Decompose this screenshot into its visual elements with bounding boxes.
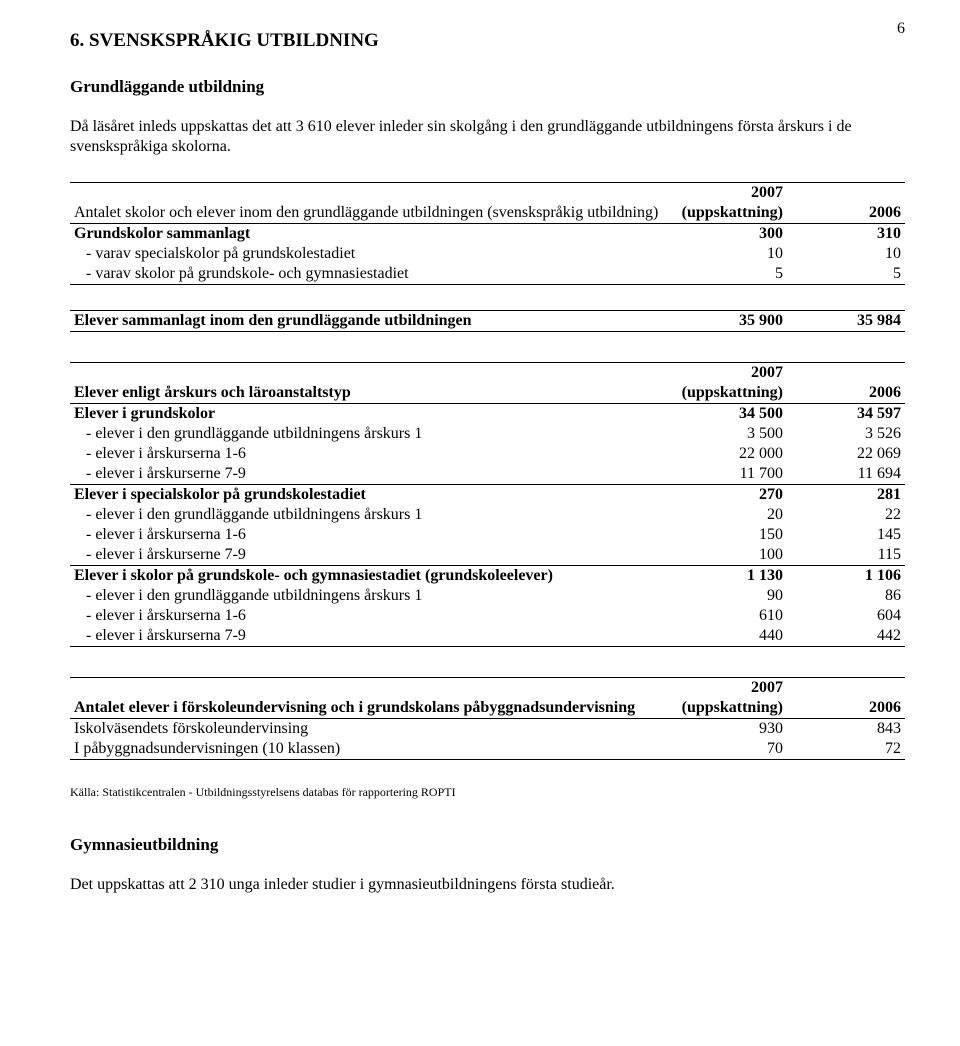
col-2007: 2007 (669, 183, 787, 204)
table-cell: 604 (787, 606, 905, 626)
table-cell: 72 (787, 739, 905, 760)
group-header-label: Elever i grundskolor (70, 404, 669, 425)
table-row-label: Iskolväsendets förskoleundervinsing (70, 719, 669, 740)
table-cell: 310 (787, 224, 905, 245)
source-note: Källa: Statistikcentralen - Utbildningss… (70, 785, 905, 800)
table-cell: 11 694 (787, 464, 905, 485)
col-2007: 2007 (669, 678, 787, 699)
t3-header-label: Antalet elever i förskoleundervisning oc… (70, 698, 669, 719)
table-row-label: I påbyggnadsundervisningen (10 klassen) (70, 739, 669, 760)
table-cell: 300 (669, 224, 787, 245)
table-row-label: - varav skolor på grundskole- och gymnas… (70, 264, 669, 285)
col-2007: 2007 (669, 363, 787, 384)
table-cell: 5 (787, 264, 905, 285)
table-cell: 22 000 (669, 444, 787, 464)
table-cell: 90 (669, 586, 787, 606)
table-cell: 5 (669, 264, 787, 285)
table-elever-arskurs: 2007Elever enligt årskurs och läroanstal… (70, 362, 905, 647)
t1-header-label: Antalet skolor och elever inom den grund… (70, 203, 669, 224)
col-uppskattning: (uppskattning) (669, 203, 787, 224)
table-row-label: - elever i årskurserne 7-9 (70, 464, 669, 485)
table-row-label: - elever i årskurserna 1-6 (70, 606, 669, 626)
col-2006: 2006 (787, 383, 905, 404)
page-number: 6 (897, 20, 905, 38)
table-cell: 3 500 (669, 424, 787, 444)
table-cell: 10 (669, 244, 787, 264)
col-2006: 2006 (787, 698, 905, 719)
table-cell: 22 069 (787, 444, 905, 464)
col-uppskattning: (uppskattning) (669, 698, 787, 719)
table-cell: 440 (669, 626, 787, 647)
table-cell: 930 (669, 719, 787, 740)
table-cell: 11 700 (669, 464, 787, 485)
table-cell: 34 500 (669, 404, 787, 425)
table-cell: 100 (669, 545, 787, 566)
total-v2: 35 984 (787, 311, 905, 332)
table-cell: 86 (787, 586, 905, 606)
table-cell: 1 130 (669, 566, 787, 587)
table-cell: 115 (787, 545, 905, 566)
table-row-label: - elever i årskurserna 1-6 (70, 525, 669, 545)
table-row-label: - elever i den grundläggande utbildninge… (70, 424, 669, 444)
col-2006: 2006 (787, 203, 905, 224)
table-cell: 442 (787, 626, 905, 647)
subheading-gymnasie: Gymnasieutbildning (70, 835, 905, 855)
total-v1: 35 900 (669, 311, 787, 332)
table-cell: 20 (669, 505, 787, 525)
table-cell: 145 (787, 525, 905, 545)
table-cell: 281 (787, 485, 905, 506)
table-cell: 70 (669, 739, 787, 760)
table-cell: 150 (669, 525, 787, 545)
table-row-label: - elever i den grundläggande utbildninge… (70, 586, 669, 606)
table-row-label: - elever i årskurserna 7-9 (70, 626, 669, 647)
table-cell: 22 (787, 505, 905, 525)
table-cell: 610 (669, 606, 787, 626)
table-row-label: - elever i årskurserna 1-6 (70, 444, 669, 464)
subheading-grundlaggande: Grundläggande utbildning (70, 77, 905, 97)
total-label: Elever sammanlagt inom den grundläggande… (70, 311, 669, 332)
table-forskole: 2007Antalet elever i förskoleundervisnin… (70, 677, 905, 760)
table-cell: 3 526 (787, 424, 905, 444)
table-cell: 270 (669, 485, 787, 506)
table-total-elever: Elever sammanlagt inom den grundläggande… (70, 310, 905, 332)
table-row-label: - varav specialskolor på grundskolestadi… (70, 244, 669, 264)
col-uppskattning: (uppskattning) (669, 383, 787, 404)
group-header-label: Elever i specialskolor på grundskolestad… (70, 485, 669, 506)
t2-header-label: Elever enligt årskurs och läroanstaltsty… (70, 383, 669, 404)
closing-paragraph: Det uppskattas att 2 310 unga inleder st… (70, 875, 905, 895)
table-cell: 34 597 (787, 404, 905, 425)
table-cell: 843 (787, 719, 905, 740)
table-row-label: - elever i den grundläggande utbildninge… (70, 505, 669, 525)
group-header-label: Elever i skolor på grundskole- och gymna… (70, 566, 669, 587)
table-skolor: 2007Antalet skolor och elever inom den g… (70, 182, 905, 285)
intro-paragraph: Då läsåret inleds uppskattas det att 3 6… (70, 117, 905, 157)
table-row-label: Grundskolor sammanlagt (70, 224, 669, 245)
table-row-label: - elever i årskurserne 7-9 (70, 545, 669, 566)
table-cell: 10 (787, 244, 905, 264)
section-title: 6. SVENSKSPRÅKIG UTBILDNING (70, 30, 905, 52)
page: 6 6. SVENSKSPRÅKIG UTBILDNING Grundlägga… (0, 0, 960, 960)
table-cell: 1 106 (787, 566, 905, 587)
